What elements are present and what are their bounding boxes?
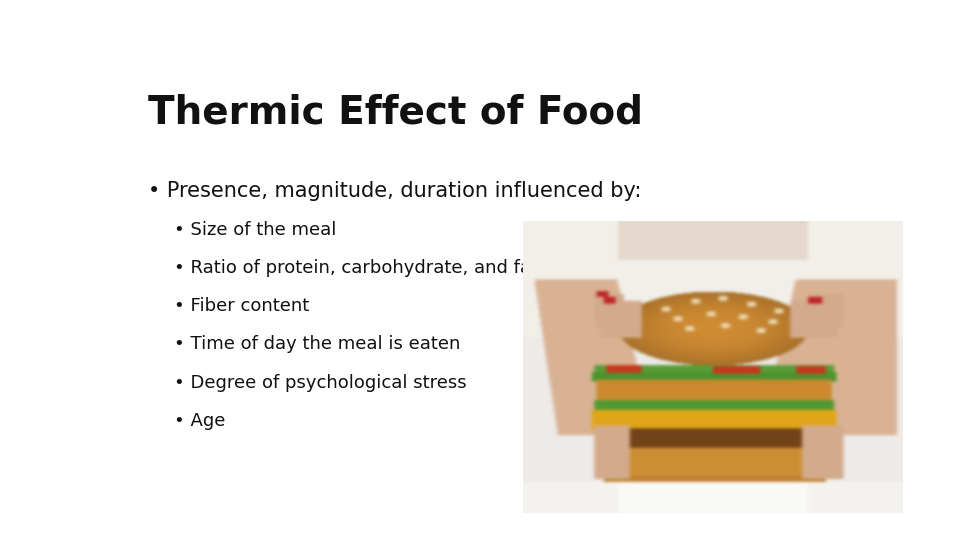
Text: • Time of day the meal is eaten: • Time of day the meal is eaten <box>174 335 460 354</box>
Text: • Fiber content: • Fiber content <box>174 297 309 315</box>
Text: • Ratio of protein, carbohydrate, and fat: • Ratio of protein, carbohydrate, and fa… <box>174 259 538 277</box>
Text: • Presence, magnitude, duration influenced by:: • Presence, magnitude, duration influenc… <box>148 181 641 201</box>
Text: • Age: • Age <box>174 412 225 430</box>
Text: • Degree of psychological stress: • Degree of psychological stress <box>174 374 467 391</box>
Text: Thermic Effect of Food: Thermic Effect of Food <box>148 94 643 132</box>
Text: • Size of the meal: • Size of the meal <box>174 221 336 239</box>
